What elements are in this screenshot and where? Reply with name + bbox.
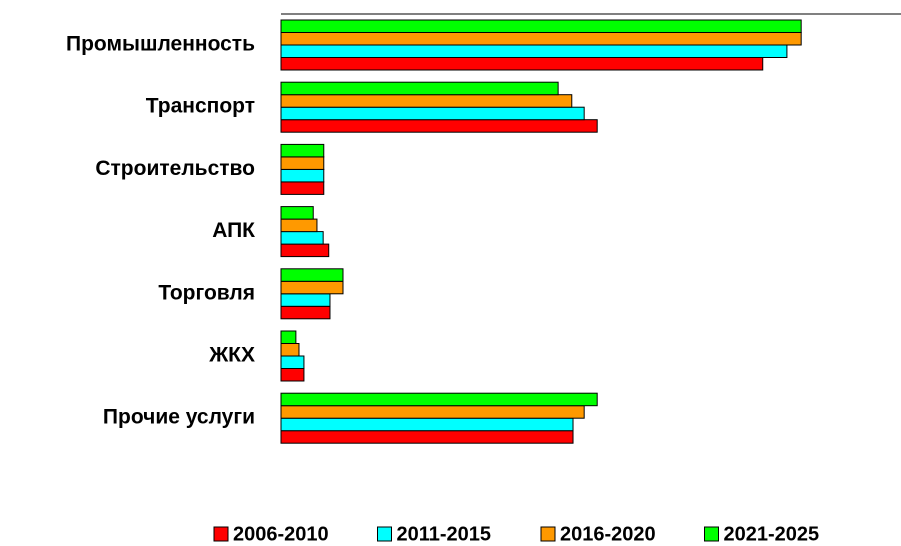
bar — [280, 305, 331, 320]
bar — [280, 81, 559, 96]
legend-swatch — [377, 526, 392, 542]
bar — [280, 368, 305, 382]
bar — [280, 168, 325, 183]
bar — [280, 417, 574, 432]
category-label: Транспорт — [146, 95, 255, 118]
bar — [280, 218, 318, 233]
bar — [280, 119, 598, 133]
bar — [280, 392, 598, 407]
bar — [280, 430, 574, 444]
legend-swatch — [540, 526, 556, 542]
bar — [280, 293, 331, 307]
bar — [280, 280, 344, 295]
legend-label: 2016-2020 — [560, 523, 656, 545]
bar — [280, 343, 300, 357]
bar — [280, 143, 325, 158]
category-label: ЖКХ — [208, 344, 255, 367]
bar — [280, 32, 802, 46]
bar — [280, 44, 788, 58]
bar — [280, 19, 802, 33]
legend-label: 2006-2010 — [233, 523, 329, 545]
category-label: АПК — [212, 219, 255, 242]
bar — [280, 355, 305, 369]
bar — [280, 106, 585, 121]
bar — [280, 156, 325, 170]
legend-label: 2021-2025 — [724, 523, 820, 545]
category-label: Прочие услуги — [103, 406, 255, 429]
bar — [280, 243, 330, 258]
category-label: Промышленность — [66, 33, 255, 56]
legend-swatch — [704, 526, 719, 542]
bar — [280, 231, 324, 245]
bar — [280, 94, 573, 108]
bar — [280, 206, 314, 220]
category-label: Строительство — [95, 157, 255, 180]
category-label: Торговля — [158, 281, 255, 304]
legend-swatch — [213, 526, 229, 542]
bar — [280, 405, 585, 419]
legend-label: 2011-2015 — [397, 523, 492, 545]
bar — [280, 268, 344, 282]
bar — [280, 57, 764, 71]
bar — [280, 330, 297, 344]
bar — [280, 181, 325, 195]
